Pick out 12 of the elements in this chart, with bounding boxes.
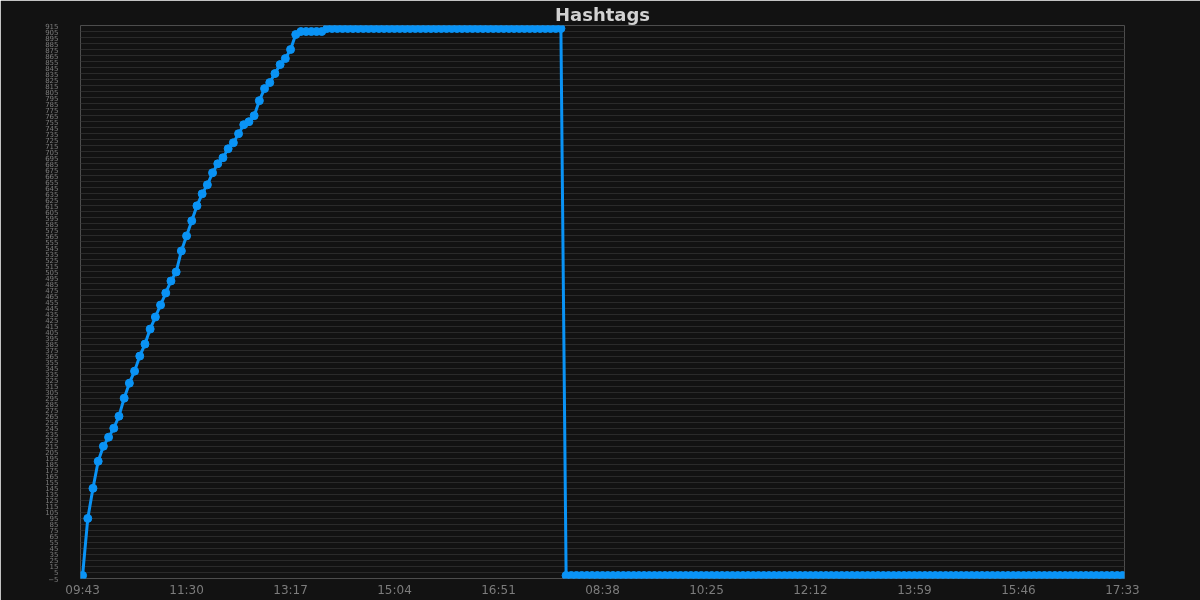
x-tick-label: 15:46 (1001, 582, 1036, 597)
x-tick-label: 09:43 (65, 582, 100, 597)
x-tick-label: 13:17 (273, 582, 308, 597)
x-tick-label: 13:59 (897, 582, 932, 597)
x-tick-label: 12:12 (793, 582, 828, 597)
x-tick-label: 16:51 (481, 582, 516, 597)
x-tick-label: 17:33 (1105, 582, 1140, 597)
x-tick-label: 15:04 (377, 582, 412, 597)
x-tick-label: 11:30 (169, 582, 204, 597)
chart-title: Hashtags (554, 3, 651, 25)
x-tick-label: 10:25 (689, 582, 724, 597)
x-tick-label: 08:38 (585, 582, 620, 597)
